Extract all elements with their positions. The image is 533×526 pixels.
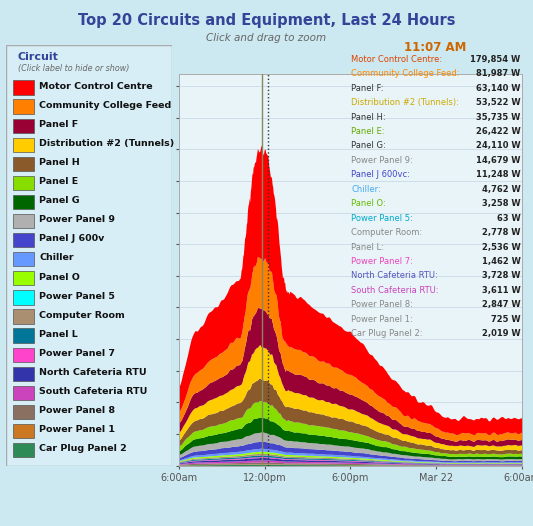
Text: North Cafeteria RTU:: North Cafeteria RTU: [351, 271, 438, 280]
Bar [13, 367, 35, 381]
Text: North Cafeteria RTU: North Cafeteria RTU [39, 368, 147, 377]
Text: Power Panel 8: Power Panel 8 [39, 406, 116, 415]
Bar [13, 138, 35, 152]
Text: Power Panel 5:: Power Panel 5: [351, 214, 413, 222]
Text: Panel H: Panel H [39, 158, 80, 167]
Bar [13, 214, 35, 228]
Bar [13, 157, 35, 171]
Text: Power Panel 7: Power Panel 7 [39, 349, 116, 358]
Bar [13, 195, 35, 209]
Text: Distribution #2 (Tunnels):: Distribution #2 (Tunnels): [351, 98, 459, 107]
Text: 3,611 W: 3,611 W [482, 286, 521, 295]
Bar [13, 386, 35, 400]
Text: Power Panel 7:: Power Panel 7: [351, 257, 413, 266]
Text: 3,728 W: 3,728 W [482, 271, 521, 280]
Text: Community College Feed:: Community College Feed: [351, 69, 459, 78]
Text: (Click label to hide or show): (Click label to hide or show) [18, 64, 130, 73]
Text: Computer Room:: Computer Room: [351, 228, 422, 237]
Text: Car Plug Panel 2: Car Plug Panel 2 [39, 444, 127, 453]
Text: Motor Control Centre:: Motor Control Centre: [351, 55, 442, 64]
Text: 63,140 W: 63,140 W [476, 84, 521, 93]
Bar [13, 328, 35, 343]
Bar [13, 443, 35, 457]
Text: Panel F: Panel F [39, 120, 79, 129]
Bar [13, 271, 35, 286]
Text: Computer Room: Computer Room [39, 311, 125, 320]
Text: 24,110 W: 24,110 W [476, 141, 521, 150]
Text: Community College Feed: Community College Feed [39, 101, 172, 110]
Text: Power Panel 5: Power Panel 5 [39, 291, 115, 301]
Text: Panel G: Panel G [39, 196, 80, 205]
Text: Car Plug Panel 2:: Car Plug Panel 2: [351, 329, 423, 338]
Text: Panel L: Panel L [39, 330, 78, 339]
Text: 81,987 W: 81,987 W [477, 69, 521, 78]
Text: South Cafeteria RTU: South Cafeteria RTU [39, 387, 148, 396]
Text: Panel G:: Panel G: [351, 141, 386, 150]
Text: 179,854 W: 179,854 W [470, 55, 521, 64]
Text: Power Panel 1:: Power Panel 1: [351, 315, 413, 323]
Text: 2,778 W: 2,778 W [482, 228, 521, 237]
Text: Distribution #2 (Tunnels): Distribution #2 (Tunnels) [39, 139, 175, 148]
Bar [13, 290, 35, 305]
Text: Top 20 Circuits and Equipment, Last 24 Hours: Top 20 Circuits and Equipment, Last 24 H… [78, 13, 455, 28]
Text: Power Panel 8:: Power Panel 8: [351, 300, 413, 309]
Text: Panel H:: Panel H: [351, 113, 386, 122]
Text: Chiller: Chiller [39, 254, 74, 262]
Text: South Cafeteria RTU:: South Cafeteria RTU: [351, 286, 439, 295]
Text: Click and drag to zoom: Click and drag to zoom [206, 33, 327, 43]
Text: Panel O:: Panel O: [351, 199, 386, 208]
Text: Power Panel 1: Power Panel 1 [39, 425, 116, 434]
Bar [13, 99, 35, 114]
Text: Chiller:: Chiller: [351, 185, 381, 194]
Text: 63 W: 63 W [497, 214, 521, 222]
Text: 11:07 AM: 11:07 AM [403, 41, 466, 54]
Text: Power Panel 9: Power Panel 9 [39, 215, 116, 224]
Text: 1,462 W: 1,462 W [482, 257, 521, 266]
Text: Panel E: Panel E [39, 177, 79, 186]
Bar [13, 405, 35, 419]
Text: Power Panel 9:: Power Panel 9: [351, 156, 413, 165]
Text: 2,847 W: 2,847 W [482, 300, 521, 309]
Bar [13, 118, 35, 133]
Text: Panel J 600v: Panel J 600v [39, 235, 105, 244]
Text: 725 W: 725 W [491, 315, 521, 323]
Text: 14,679 W: 14,679 W [476, 156, 521, 165]
Text: 2,019 W: 2,019 W [482, 329, 521, 338]
Text: Panel J 600vc:: Panel J 600vc: [351, 170, 410, 179]
Bar [13, 252, 35, 266]
Text: 2,536 W: 2,536 W [482, 242, 521, 251]
Text: Panel L:: Panel L: [351, 242, 384, 251]
Bar [13, 80, 35, 95]
Text: Panel O: Panel O [39, 272, 80, 281]
Text: Panel F:: Panel F: [351, 84, 384, 93]
Bar [13, 176, 35, 190]
Bar [13, 348, 35, 362]
Text: 26,422 W: 26,422 W [476, 127, 521, 136]
Bar [13, 424, 35, 438]
Text: Panel E:: Panel E: [351, 127, 385, 136]
Text: 53,522 W: 53,522 W [476, 98, 521, 107]
Text: Circuit: Circuit [18, 52, 59, 62]
Bar [13, 233, 35, 247]
Bar [13, 309, 35, 323]
Text: 35,735 W: 35,735 W [476, 113, 521, 122]
Text: Motor Control Centre: Motor Control Centre [39, 82, 153, 90]
Text: 4,762 W: 4,762 W [482, 185, 521, 194]
Text: 3,258 W: 3,258 W [482, 199, 521, 208]
Text: 11,248 W: 11,248 W [476, 170, 521, 179]
